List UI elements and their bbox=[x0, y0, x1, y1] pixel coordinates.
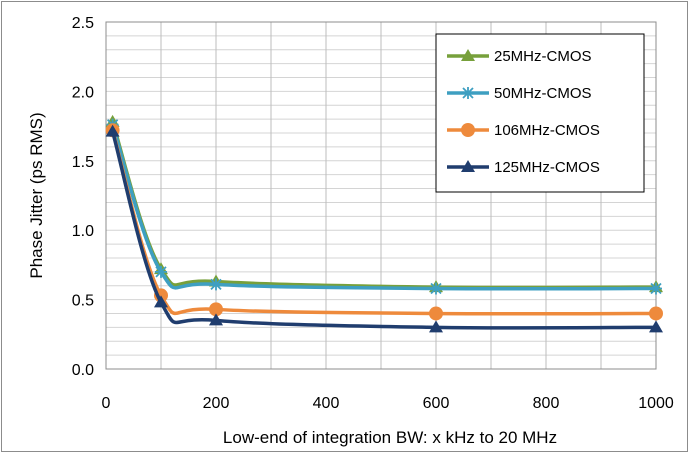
x-tick-label: 400 bbox=[313, 395, 340, 412]
y-tick-label: 1.0 bbox=[72, 223, 94, 240]
plot-area-border bbox=[105, 21, 657, 370]
series-line bbox=[110, 131, 657, 330]
series-line bbox=[110, 124, 657, 291]
data-point bbox=[429, 320, 443, 333]
data-point bbox=[209, 313, 223, 326]
legend-label: 125MHz-CMOS bbox=[494, 159, 600, 176]
series-layer bbox=[105, 114, 663, 333]
x-tick-label: 600 bbox=[423, 395, 450, 412]
legend-item: 25MHz-CMOS bbox=[447, 48, 592, 65]
data-point bbox=[155, 265, 167, 278]
x-tick-label: 800 bbox=[533, 395, 560, 412]
data-point bbox=[649, 320, 663, 333]
data-point bbox=[209, 302, 223, 317]
y-tick-label: 2.5 bbox=[72, 15, 94, 32]
x-tick-labels: 0 200 400 600 800 1000 bbox=[102, 395, 674, 412]
data-point bbox=[649, 306, 663, 321]
y-tick-label: 0.5 bbox=[72, 293, 94, 310]
data-point bbox=[210, 278, 222, 291]
legend-item: 125MHz-CMOS bbox=[447, 159, 600, 176]
legend-marker bbox=[461, 123, 475, 137]
data-point bbox=[154, 295, 168, 308]
x-tick-label: 200 bbox=[203, 395, 230, 412]
legend-item: 106MHz-CMOS bbox=[447, 122, 600, 139]
legend-marker bbox=[461, 160, 475, 172]
data-point bbox=[105, 124, 120, 137]
y-tick-labels: 0.0 0.5 1.0 1.5 2.0 2.5 bbox=[72, 15, 94, 379]
legend-label: 25MHz-CMOS bbox=[494, 48, 592, 65]
legend: 25MHz-CMOS 50MHz-CMOS 106MHz-CMOS 125MHz-CM… bbox=[435, 33, 645, 193]
data-point bbox=[650, 282, 662, 295]
legend-label: 106MHz-CMOS bbox=[494, 122, 600, 139]
legend-marker bbox=[462, 87, 474, 99]
data-point bbox=[430, 282, 442, 295]
y-tick-label: 0.0 bbox=[72, 362, 94, 379]
data-point bbox=[429, 306, 443, 321]
series-125MHz-CMOS bbox=[105, 124, 663, 333]
legend-item: 50MHz-CMOS bbox=[447, 85, 592, 102]
x-axis-title: Low-end of integration BW: x kHz to 20 M… bbox=[223, 428, 557, 447]
legend-marker bbox=[461, 49, 475, 61]
y-tick-label: 1.5 bbox=[72, 154, 94, 171]
y-tick-label: 2.0 bbox=[72, 84, 94, 101]
x-tick-label: 1000 bbox=[638, 395, 674, 412]
legend-label: 50MHz-CMOS bbox=[494, 85, 592, 102]
x-tick-label: 0 bbox=[102, 395, 111, 412]
y-axis-title: Phase Jitter (ps RMS) bbox=[27, 112, 46, 278]
